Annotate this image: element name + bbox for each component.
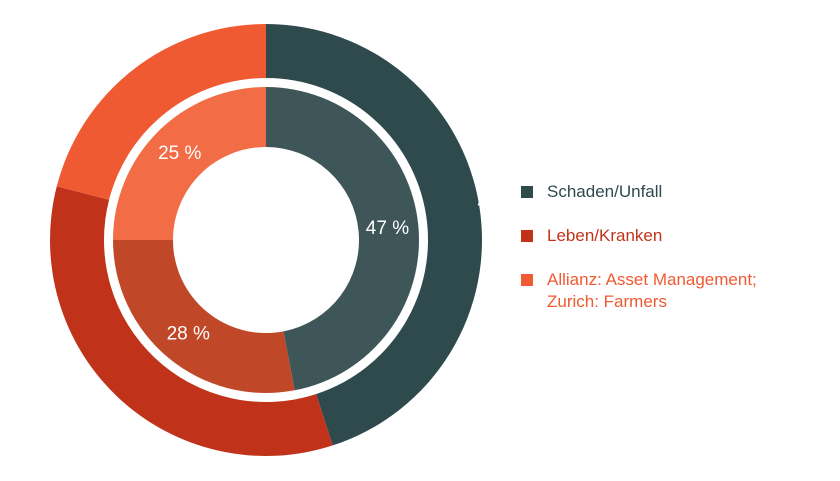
- inner-ring-labels: 47 % 28 % 25 %: [158, 143, 409, 344]
- legend-swatch: [521, 274, 533, 286]
- inner-slice-schaden-unfall[interactable]: [266, 87, 420, 391]
- inner-slice-leben-kranken[interactable]: [113, 240, 295, 393]
- legend-label: Leben/Kranken: [547, 226, 663, 245]
- legend-label: Schaden/Unfall: [547, 182, 663, 201]
- outer-slice-leben-kranken[interactable]: [49, 186, 333, 457]
- legend-label: Allianz: Asset Management; Zurich: Farme…: [547, 270, 757, 311]
- legend-item-schaden-unfall[interactable]: Schaden/Unfall: [521, 181, 821, 203]
- inner-data-label: 47 %: [366, 218, 409, 239]
- inner-data-label: 25 %: [158, 143, 201, 164]
- outer-slice-allianz-asset-management-zurich-farmers[interactable]: [56, 24, 266, 200]
- outer-ring: [49, 24, 482, 457]
- outer-data-label: 21 %: [100, 43, 143, 64]
- outer-data-label: 34 %: [83, 402, 126, 423]
- legend-swatch: [521, 230, 533, 242]
- inner-data-label: 28 %: [167, 324, 210, 345]
- inner-ring: [113, 87, 420, 393]
- legend-swatch: [521, 186, 533, 198]
- legend-item-leben-kranken[interactable]: Leben/Kranken: [521, 225, 821, 247]
- inner-slice-allianz-asset-management-zurich-farmers[interactable]: [113, 87, 266, 240]
- chart-legend: Schaden/Unfall Leben/Kranken Allianz: As…: [521, 181, 821, 335]
- legend-item-asset-management-farmers[interactable]: Allianz: Asset Management; Zurich: Farme…: [521, 269, 821, 313]
- outer-ring-labels: 45 % 34 % 21 %: [83, 43, 500, 423]
- outer-data-label: 45 %: [477, 193, 500, 214]
- outer-slice-schaden-unfall[interactable]: [266, 24, 482, 446]
- nested-donut-chart: 45 % 34 % 21 % 47 % 28 % 25 %: [49, 24, 500, 457]
